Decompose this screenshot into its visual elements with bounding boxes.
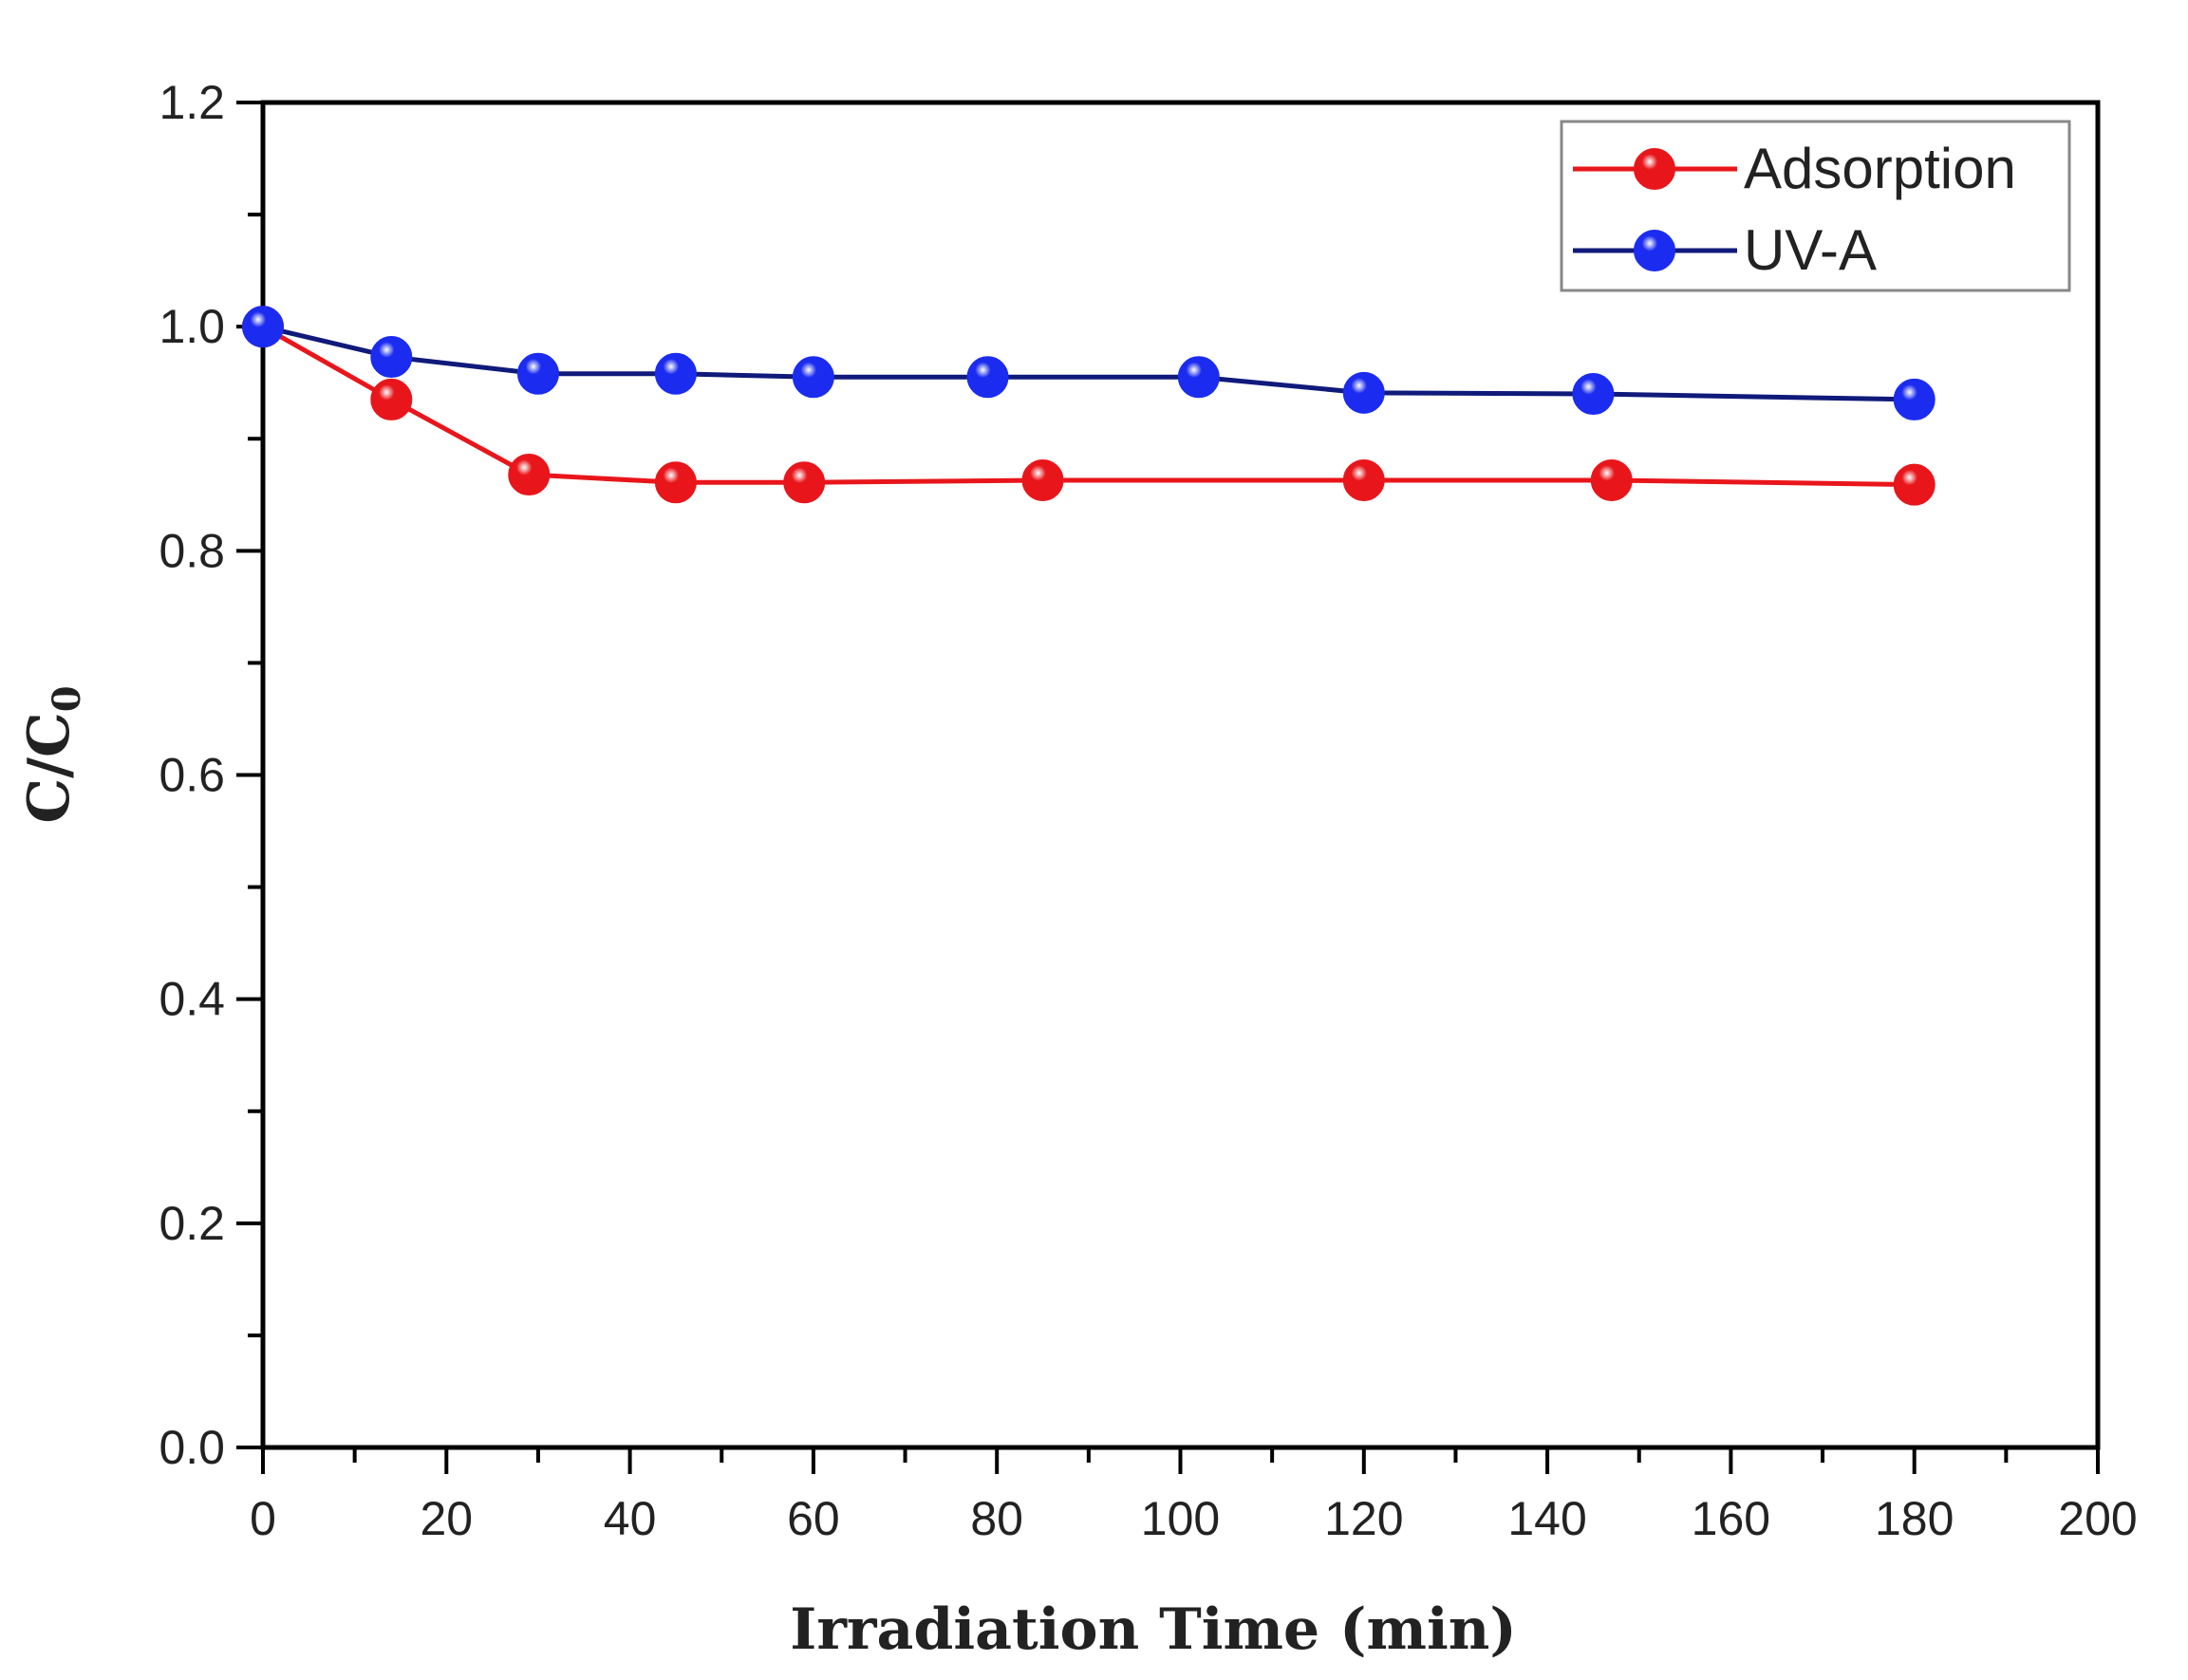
- data-point: [1572, 373, 1615, 416]
- data-point: [1021, 458, 1064, 501]
- y-tick-label: 0.6: [159, 749, 225, 802]
- legend-label: Adsorption: [1744, 137, 2016, 200]
- data-point: [654, 461, 697, 504]
- legend-item: Adsorption: [1573, 137, 2016, 200]
- x-tick-label: 0: [250, 1492, 276, 1545]
- y-axis-title-subscript: 0: [45, 685, 89, 712]
- y-tick-label: 0.4: [159, 973, 225, 1026]
- y-tick-label: 0.8: [159, 524, 225, 577]
- series-line: [262, 324, 1915, 402]
- x-tick-label: 200: [2058, 1492, 2137, 1545]
- data-point: [1590, 458, 1633, 501]
- x-tick-label: 20: [420, 1492, 473, 1545]
- y-tick-label: 0.0: [159, 1421, 225, 1474]
- y-tick-label: 1.0: [159, 300, 225, 353]
- x-axis-title: Irradiation Time (min): [790, 1596, 1517, 1663]
- y-tick-label: 1.2: [159, 76, 225, 129]
- data-point: [966, 356, 1009, 399]
- x-tick-label: 80: [970, 1492, 1023, 1545]
- data-point: [508, 454, 551, 496]
- data-point: [370, 336, 413, 379]
- x-tick-label: 180: [1875, 1492, 1954, 1545]
- x-tick-label: 60: [787, 1492, 840, 1545]
- x-tick-label: 140: [1507, 1492, 1586, 1545]
- data-point: [654, 352, 697, 395]
- series-uv-a: [242, 306, 1936, 420]
- y-tick-label: 0.2: [159, 1197, 225, 1250]
- legend-marker: [1634, 148, 1675, 190]
- legend-label: UV-A: [1744, 218, 1877, 282]
- y-axis-title-base: C/C: [16, 712, 83, 823]
- data-point: [242, 306, 284, 348]
- x-tick-label: 40: [604, 1492, 657, 1545]
- x-tick-label: 160: [1692, 1492, 1770, 1545]
- data-point: [516, 352, 559, 395]
- legend: Adsorption UV-A: [1560, 120, 2071, 292]
- data-point: [1342, 371, 1385, 414]
- x-tick-label: 120: [1324, 1492, 1403, 1545]
- data-point: [1342, 458, 1385, 501]
- data-point: [783, 461, 826, 504]
- y-axis-title: C/C0: [16, 685, 89, 823]
- x-tick-label: 100: [1141, 1492, 1220, 1545]
- data-point: [370, 378, 413, 420]
- data-point: [1893, 378, 1936, 420]
- data-point: [1177, 356, 1220, 399]
- legend-item: UV-A: [1573, 218, 1877, 282]
- data-point: [1893, 463, 1936, 506]
- data-point: [792, 356, 834, 399]
- legend-marker: [1634, 230, 1675, 271]
